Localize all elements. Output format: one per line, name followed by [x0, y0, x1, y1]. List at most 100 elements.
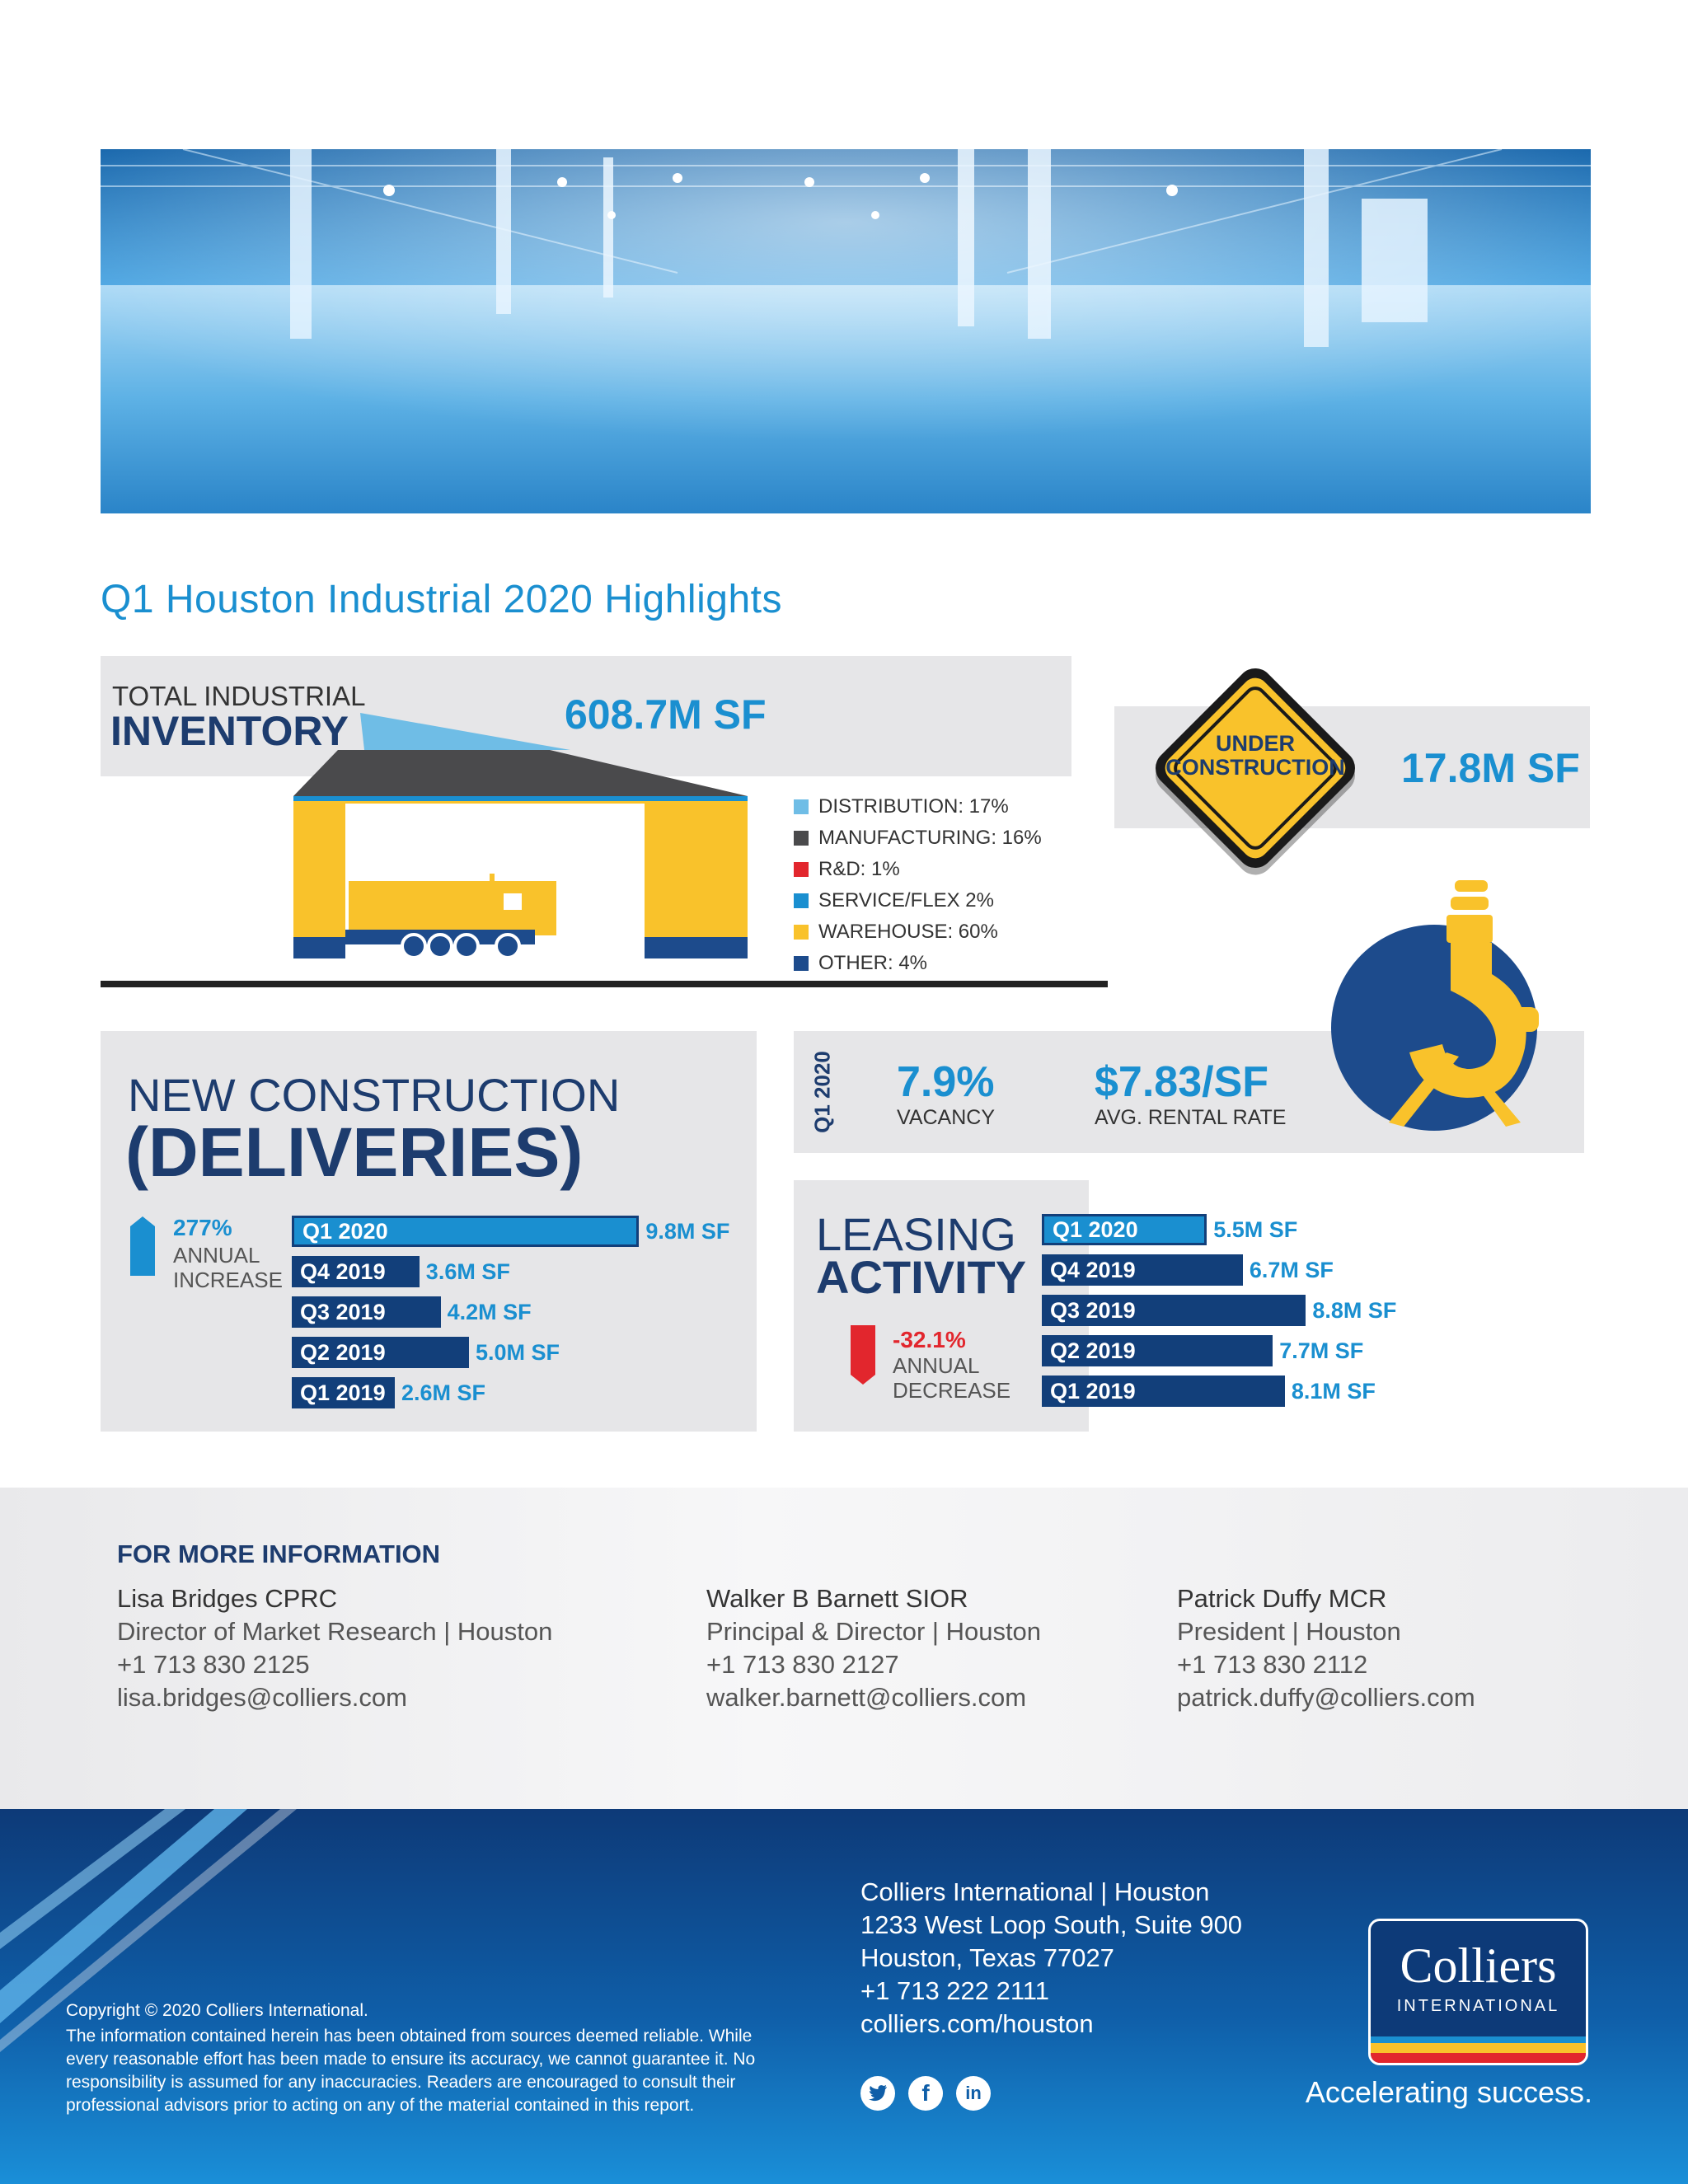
- logo-stripes: [1371, 2036, 1586, 2063]
- footer: [0, 1809, 1688, 2184]
- footer-address: Colliers International | Houston 1233 We…: [860, 1876, 1242, 2041]
- logo-subtitle: INTERNATIONAL: [1396, 1997, 1560, 2015]
- address-line: Colliers International | Houston: [860, 1877, 1210, 1906]
- bar-q4-2019: Q4 2019: [1042, 1254, 1243, 1286]
- leasing-line2: ACTIVITY: [816, 1251, 1027, 1303]
- bar-value-label: 3.6M SF: [425, 1259, 510, 1284]
- legend-label: R&D: 1%: [818, 858, 900, 880]
- contact-name: Walker B Barnett SIOR: [706, 1584, 968, 1613]
- highlights-title: Q1 Houston Industrial 2020 Highlights: [101, 578, 782, 621]
- bar-value-label: 5.5M SF: [1213, 1217, 1298, 1242]
- inventory-label-main: INVENTORY: [110, 708, 349, 754]
- new-construction-line2: (DELIVERIES): [125, 1113, 584, 1191]
- inventory-panel: [101, 656, 1071, 776]
- inventory-legend: DISTRIBUTION: 17% MANUFACTURING: 16% R&D…: [794, 791, 1042, 979]
- decrease-arrow-icon: [851, 1325, 875, 1389]
- contact-title: Principal & Director | Houston: [706, 1617, 1042, 1646]
- leasing-change-label1: ANNUAL: [893, 1353, 980, 1378]
- contact-title: President | Houston: [1177, 1617, 1401, 1646]
- legend-swatch: [794, 956, 809, 971]
- contact-card: Lisa Bridges CPRC Director of Market Res…: [117, 1582, 552, 1714]
- twitter-icon[interactable]: [860, 2076, 895, 2111]
- contacts-heading: FOR MORE INFORMATION: [117, 1540, 441, 1568]
- legend-item: WAREHOUSE: 60%: [794, 916, 1042, 948]
- bar-q3-2019: Q3 2019: [1042, 1295, 1306, 1326]
- contact-name: Lisa Bridges CPRC: [117, 1584, 338, 1613]
- legend-label: WAREHOUSE: 60%: [818, 921, 998, 943]
- legend-swatch: [794, 893, 809, 908]
- new-construction-line1: NEW CONSTRUCTION: [128, 1069, 621, 1121]
- bar-q4-2019: Q4 2019: [292, 1256, 420, 1287]
- contact-email[interactable]: walker.barnett@colliers.com: [706, 1683, 1027, 1712]
- linkedin-icon[interactable]: in: [956, 2076, 991, 2111]
- address-line: 1233 West Loop South, Suite 900: [860, 1910, 1243, 1939]
- bar-q3-2019: Q3 2019: [292, 1296, 441, 1328]
- leasing-change-label2: DECREASE: [893, 1378, 1011, 1403]
- crane-hook-icon: [1323, 875, 1545, 1131]
- footer-decor: [0, 1809, 297, 2052]
- legend-swatch: [794, 799, 809, 814]
- under-construction-value: 17.8M SF: [1401, 745, 1580, 791]
- bar-value-label: 8.1M SF: [1291, 1379, 1376, 1404]
- legend-label: OTHER: 4%: [818, 952, 928, 974]
- legend-swatch: [794, 925, 809, 940]
- bar-value-label: 8.8M SF: [1312, 1298, 1397, 1323]
- bar-q2-2019: Q2 2019: [292, 1337, 469, 1368]
- new-construction-change-label1: ANNUAL: [173, 1243, 260, 1268]
- bar-value-label: 4.2M SF: [447, 1300, 532, 1324]
- new-construction-bar-chart: Q1 2020 9.8M SF Q4 2019 3.6M SF Q3 2019 4.2M …: [292, 1216, 753, 1413]
- legend-item: OTHER: 4%: [794, 948, 1042, 979]
- bar-q1-2020: Q1 2020: [292, 1216, 640, 1247]
- leasing-line1: LEASING: [816, 1208, 1016, 1260]
- footer-tagline: Accelerating success.: [1305, 2075, 1592, 2109]
- sign-text-line1: UNDER: [1215, 731, 1295, 756]
- contact-email[interactable]: patrick.duffy@colliers.com: [1177, 1683, 1475, 1712]
- colliers-logo[interactable]: Colliers INTERNATIONAL: [1368, 1919, 1588, 2065]
- bar-value-label: 2.6M SF: [401, 1380, 486, 1405]
- new-construction-change: 277%: [173, 1215, 232, 1240]
- contact-phone: +1 713 830 2127: [706, 1650, 899, 1679]
- website-link[interactable]: colliers.com/houston: [860, 2009, 1094, 2038]
- footer-copyright: Copyright © 2020 Colliers International.: [66, 2001, 368, 2020]
- footer-disclaimer: The information contained herein has bee…: [66, 2027, 756, 2115]
- legend-item: MANUFACTURING: 16%: [794, 823, 1042, 854]
- contact-title: Director of Market Research | Houston: [117, 1617, 553, 1646]
- inventory-label-top: TOTAL INDUSTRIAL: [112, 681, 366, 711]
- logo-wordmark: Colliers: [1400, 1938, 1557, 1993]
- contacts-band: [0, 1488, 1688, 1809]
- contact-email[interactable]: lisa.bridges@colliers.com: [117, 1683, 407, 1712]
- vacancy-value: 7.9%: [897, 1058, 995, 1106]
- contact-card: Walker B Barnett SIOR Principal & Direct…: [706, 1582, 1041, 1714]
- contact-card: Patrick Duffy MCR President | Houston +1…: [1177, 1582, 1475, 1714]
- rent-label: AVG. RENTAL RATE: [1095, 1106, 1287, 1129]
- leasing-bar-chart: Q1 2020 5.5M SF Q4 2019 6.7M SF Q3 2019 8.8M …: [1042, 1214, 1586, 1412]
- q1-period-label: Q1 2020: [809, 1051, 835, 1133]
- leasing-panel: [794, 1180, 1089, 1432]
- legend-label: MANUFACTURING: 16%: [818, 827, 1042, 849]
- bar-value-label: 7.7M SF: [1279, 1338, 1364, 1363]
- contact-name: Patrick Duffy MCR: [1177, 1584, 1387, 1613]
- construction-sign-icon: [1144, 657, 1367, 879]
- legend-item: DISTRIBUTION: 17%: [794, 791, 1042, 823]
- hero-warehouse-image: [101, 149, 1591, 513]
- address-line: +1 713 222 2111: [860, 1976, 1049, 2005]
- legend-swatch: [794, 862, 809, 877]
- bar-value-label: 9.8M SF: [645, 1219, 730, 1244]
- facebook-icon[interactable]: f: [908, 2076, 943, 2111]
- warehouse-illustration: [101, 709, 1108, 993]
- legend-item: R&D: 1%: [794, 854, 1042, 885]
- bar-q1-2020: Q1 2020: [1042, 1214, 1207, 1245]
- address-line: Houston, Texas 77027: [860, 1943, 1114, 1972]
- contact-phone: +1 713 830 2125: [117, 1650, 310, 1679]
- legend-label: DISTRIBUTION: 17%: [818, 795, 1009, 818]
- leasing-change: -32.1%: [893, 1327, 966, 1352]
- bar-q2-2019: Q2 2019: [1042, 1335, 1273, 1366]
- contact-phone: +1 713 830 2112: [1177, 1650, 1368, 1679]
- bar-q1-2019: Q1 2019: [1042, 1376, 1285, 1407]
- increase-arrow-icon: [130, 1216, 155, 1280]
- bar-value-label: 6.7M SF: [1249, 1258, 1334, 1282]
- legend-item: SERVICE/FLEX 2%: [794, 885, 1042, 916]
- inventory-value: 608.7M SF: [565, 691, 767, 738]
- sign-text-line2: CONSTRUCTION: [1165, 755, 1345, 780]
- social-icons: f in: [860, 2076, 991, 2111]
